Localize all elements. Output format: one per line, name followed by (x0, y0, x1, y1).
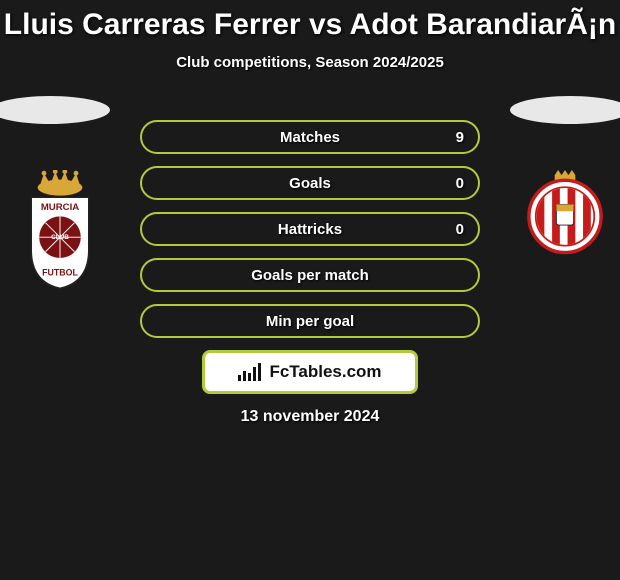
stat-label: Min per goal (266, 313, 354, 330)
date-label: 13 november 2024 (0, 408, 620, 426)
svg-text:FUTBOL: FUTBOL (42, 268, 78, 278)
brand-text: FcTables.com (269, 362, 381, 382)
stat-value: 0 (456, 221, 464, 238)
crown-icon (38, 170, 83, 196)
stat-row-hattricks: Hattricks 0 (140, 212, 480, 246)
comparison-subtitle: Club competitions, Season 2024/2025 (0, 54, 620, 71)
svg-text:CLUB: CLUB (51, 234, 69, 241)
stat-value: 0 (456, 175, 464, 192)
stat-label: Goals per match (251, 267, 369, 284)
platform-right (510, 96, 620, 124)
stat-row-goals: Goals 0 (140, 166, 480, 200)
stat-value: 9 (456, 129, 464, 146)
left-club-crest: MURCIA CLUB FUTBOL (12, 170, 108, 295)
stat-row-min-per-goal: Min per goal (140, 304, 480, 338)
stat-label: Hattricks (278, 221, 342, 238)
comparison-title: Lluis Carreras Ferrer vs Adot BarandiarÃ… (0, 0, 620, 42)
stats-container: Matches 9 Goals 0 Hattricks 0 Goals per … (140, 120, 480, 350)
stat-label: Matches (280, 129, 340, 146)
stat-row-goals-per-match: Goals per match (140, 258, 480, 292)
svg-text:MURCIA: MURCIA (41, 202, 79, 213)
stat-label: Goals (289, 175, 331, 192)
platform-left (0, 96, 110, 124)
stat-row-matches: Matches 9 (140, 120, 480, 154)
right-club-crest (522, 170, 608, 261)
bar-chart-icon (238, 363, 263, 381)
brand-badge[interactable]: FcTables.com (202, 350, 418, 394)
